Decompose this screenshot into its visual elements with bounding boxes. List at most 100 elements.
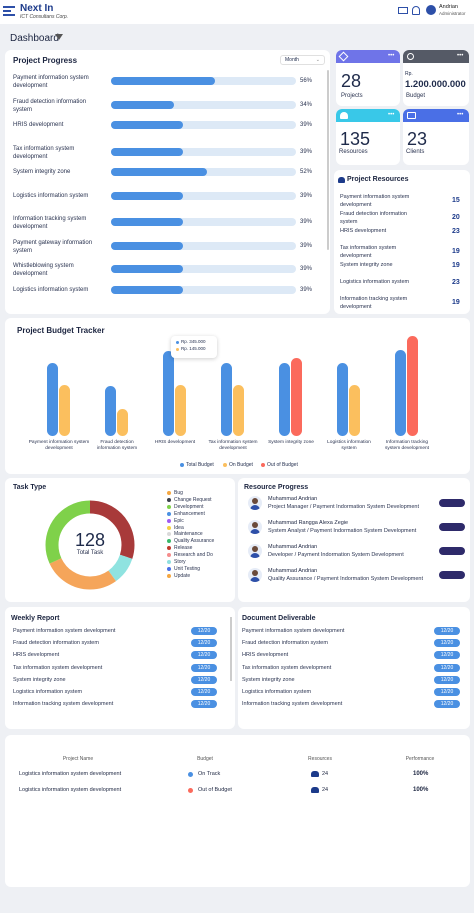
avatar [248,496,262,510]
document-deliverable-title: Document Deliverable [242,615,316,622]
table-header: Project Name [62,756,94,762]
table-cell-project: Logistics information system development [19,771,122,777]
bar-total-budget[interactable] [163,351,174,436]
project-resources-card: Project Resources Payment information sy… [334,170,470,314]
clients-stat-card[interactable]: ••• 23 Clients [403,109,469,165]
project-name: Payment gateway information [13,239,93,246]
resource-project-name: Logistics information system [340,279,410,285]
bar-total-budget[interactable] [221,363,232,436]
progress-percent: 39% [300,242,313,249]
date-badge[interactable]: 12/20 [434,639,460,648]
legend-label: Unit Testing [174,565,201,572]
resources-menu-icon[interactable]: ••• [388,112,395,118]
id-card-icon [407,112,416,119]
legend-label: Idea [174,524,184,531]
resource-progress-bar[interactable] [439,571,465,579]
projects-stat-card[interactable]: ••• 28 Projects [336,50,400,106]
table-cell-performance: 100% [413,771,429,777]
scrollbar[interactable] [230,617,232,681]
resource-role: Quality Assurance / Payment Indormation … [268,576,423,582]
progress-fill [111,191,184,200]
avatar[interactable] [426,5,436,15]
total-task-label: Total Task [76,550,104,556]
x-tick-label: Payment information system [29,439,90,445]
bar-out-of-budget[interactable] [291,358,302,436]
budget-menu-icon[interactable]: ••• [457,53,464,59]
x-tick-label: HRIS development [155,439,196,445]
bar-on-budget[interactable] [233,385,244,436]
report-item-name: Tax information system development [13,664,103,671]
bar-total-budget[interactable] [47,363,58,436]
filter-icon[interactable] [55,34,63,40]
scrollbar[interactable] [327,70,329,250]
period-select[interactable]: Month ⌄ [280,55,325,65]
date-badge[interactable]: 12/20 [191,700,217,709]
bar-total-budget[interactable] [105,386,116,436]
resource-name: Muhammad Andrian [268,496,318,502]
bar-total-budget[interactable] [279,363,290,436]
mail-icon[interactable] [398,7,408,14]
bar-on-budget[interactable] [59,385,70,436]
bar-on-budget[interactable] [117,409,128,436]
resource-project-name: HRIS development [340,228,387,234]
table-cell-performance: 100% [413,787,429,793]
report-item-name: HRIS development [242,652,289,659]
clients-menu-icon[interactable]: ••• [457,112,464,118]
resources-stat-card[interactable]: ••• 135 Resources [336,109,400,165]
top-bar: Next In ICT Consultans Corp. Andrian Adm… [0,0,474,24]
project-name: System integrity zone [13,169,71,175]
date-badge[interactable]: 12/20 [434,700,460,709]
table-cell-resources: 24 [322,787,329,793]
date-badge[interactable]: 12/20 [434,651,460,660]
avatar [248,520,262,534]
resource-count: 19 [452,262,460,269]
report-item-name: Information tracking system development [13,701,114,708]
date-badge[interactable]: 12/20 [191,688,217,696]
menu-icon[interactable] [3,6,15,16]
legend-label: Change Request [174,496,212,503]
users-icon [311,787,319,793]
date-badge[interactable]: 12/20 [434,627,460,635]
project-name: Fraud detection information [13,98,87,105]
date-badge[interactable]: 12/20 [434,675,460,684]
date-badge[interactable]: 12/20 [191,675,217,684]
projects-menu-icon[interactable]: ••• [388,53,395,59]
tooltip-value-total: Rp. 345.000 [181,339,206,344]
bell-icon[interactable] [412,6,420,15]
bar-on-budget[interactable] [175,385,186,436]
table-cell-project: Logistics information system development [19,787,122,793]
progress-percent: 39% [300,192,313,199]
x-tick-label: information system [97,445,137,451]
users-icon [340,112,348,119]
resource-progress-bar[interactable] [439,547,465,555]
date-badge[interactable]: 12/20 [434,663,460,672]
donut-segment[interactable] [45,500,135,590]
budget-stat-header [403,50,469,63]
resource-progress-bar[interactable] [439,499,465,507]
avatar-head [252,570,258,576]
app-name: Next In [20,3,54,14]
page-title: Dashboard [10,33,59,44]
resource-count: 23 [452,279,460,286]
date-badge[interactable]: 12/20 [434,688,460,696]
resource-progress-bar[interactable] [439,523,465,531]
date-badge[interactable]: 12/20 [191,639,217,648]
resource-count: 20 [452,214,460,221]
table-header: Resources [308,756,332,762]
budget-stat-card[interactable]: ••• Rp. 1.200.000.000 Budget [403,50,469,106]
legend-label: Update [174,572,191,579]
date-badge[interactable]: 12/20 [191,663,217,672]
bar-out-of-budget[interactable] [407,336,418,436]
date-badge[interactable]: 12/20 [191,627,217,635]
bar-on-budget[interactable] [349,385,360,436]
bar-total-budget[interactable] [395,350,406,436]
project-name: Logistics information system [13,286,89,293]
legend-dot [167,518,171,523]
project-name: system [13,247,33,254]
legend-dot [167,525,171,530]
weekly-report-card: Weekly Report Payment information system… [5,607,235,729]
bar-total-budget[interactable] [337,363,348,436]
projects-stat-header [336,50,400,63]
donut-segment[interactable] [45,500,135,590]
date-badge[interactable]: 12/20 [191,651,217,660]
